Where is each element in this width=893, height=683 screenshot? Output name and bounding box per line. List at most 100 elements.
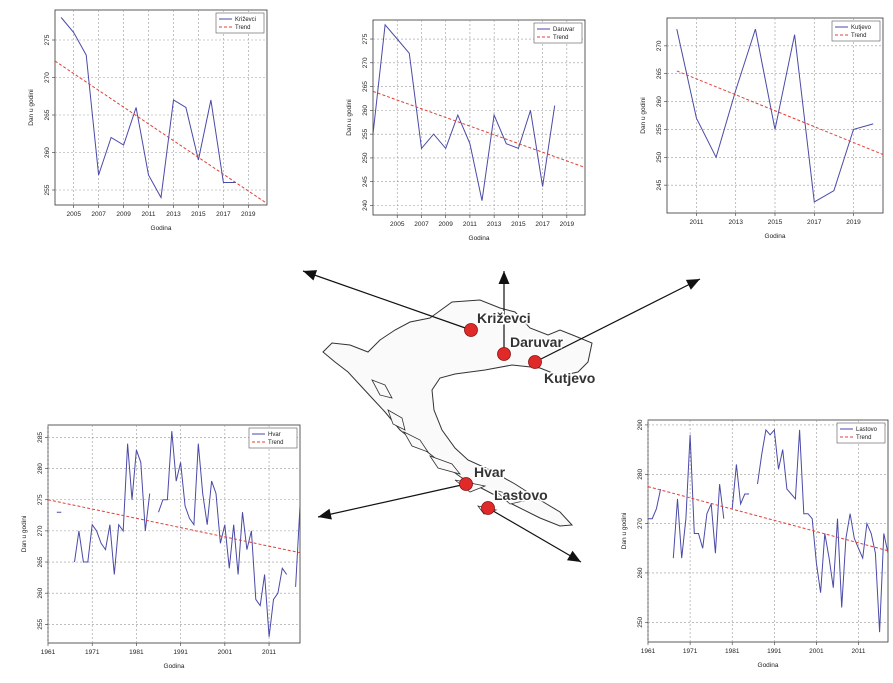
x-tick-label: 2015 [511,221,526,228]
stations: Križevci Daruvar Kutjevo Hvar Lastovo [459,309,597,515]
legend-label: Trend [235,25,250,31]
series-line [373,23,556,201]
y-tick-label: 250 [637,616,644,627]
legend-label: Križevci [235,17,256,23]
y-tick-label: 250 [362,152,369,163]
station-label: Lastovo [494,487,548,503]
x-tick-label: 2001 [809,648,824,655]
series-line [648,428,888,633]
y-tick-label: 250 [656,151,663,162]
legend-label: Trend [553,35,568,41]
station-label: Hvar [474,464,506,480]
y-tick-label: 260 [362,105,369,116]
legend-label: Kutjevo [851,25,872,31]
station-label: Daruvar [510,334,563,350]
x-tick-label: 2011 [262,649,276,656]
x-tick-label: 2019 [241,211,256,218]
y-tick-label: 270 [656,40,663,51]
x-tick-label: 2013 [487,221,502,228]
station-label: Kutjevo [544,370,595,386]
trend-line [55,60,267,204]
y-tick-label: 255 [37,619,44,630]
plot-frame [647,419,889,643]
x-tick-label: 2001 [218,649,233,656]
legend-label: Trend [856,435,871,441]
island-outline [402,431,430,453]
x-axis-title: Godina [164,663,185,670]
y-tick-label: 260 [44,147,51,158]
y-axis-title: Dan u godini [640,97,647,134]
y-tick-label: 290 [637,419,644,430]
arrow-line [317,483,467,518]
island-outline [387,409,406,431]
y-tick-label: 265 [37,556,44,567]
y-tick-label: 265 [44,109,51,120]
legend-box [215,12,265,34]
legend-label: Trend [268,440,283,446]
station-marker [481,501,495,515]
x-tick-label: 2007 [91,211,106,218]
x-tick-label: 1991 [767,648,782,655]
y-tick-label: 260 [637,567,644,578]
island-outline [428,455,462,475]
x-tick-label: 2017 [807,219,822,226]
line-chart: 1961 1971 1981 1991 2001 2011 255 260 265 270 275 2… [21,424,301,670]
x-tick-label: 1981 [725,648,740,655]
arrowhead-icon [685,279,700,290]
trend-line [676,70,883,155]
x-axis-title: Godina [151,225,172,232]
y-tick-label: 255 [656,124,663,135]
line-chart: 1961 1971 1981 1991 2001 2011 250 260 270 280 290 G… [621,419,889,669]
trend-line [648,486,888,552]
y-tick-label: 260 [656,96,663,107]
x-axis-title: Godina [765,233,786,240]
island-outline [371,379,393,399]
legend-box [248,427,298,449]
series-line [56,431,300,637]
x-tick-label: 2011 [142,211,156,218]
station-marker [459,477,473,491]
y-tick-label: 255 [44,184,51,195]
x-tick-label: 2017 [535,221,550,228]
y-tick-label: 285 [37,432,44,443]
y-tick-label: 255 [362,128,369,139]
trend-line [48,499,300,554]
series-line [60,17,236,200]
station-marker [528,355,542,369]
arrowhead-icon [303,270,318,281]
arrowhead-icon [498,271,510,284]
x-tick-label: 2015 [191,211,206,218]
line-chart: 2005 2007 2009 2011 2013 2015 2017 2019 255 260 26… [28,9,268,232]
x-tick-label: 1981 [129,649,144,656]
x-tick-label: 2013 [166,211,181,218]
y-tick-label: 270 [44,72,51,83]
legend-label: Daruvar [553,27,574,33]
x-tick-label: 1971 [683,648,698,655]
y-tick-label: 265 [656,68,663,79]
x-tick-label: 2019 [560,221,575,228]
legend-box [836,422,886,444]
arrows [302,270,701,563]
arrow-line [302,270,472,331]
line-chart: 2011 2013 2015 2017 2019 245 250 255 260 265 270 Go… [640,17,884,240]
x-tick-label: 2005 [390,221,405,228]
island-outline [494,489,530,505]
arrowhead-icon [318,508,332,520]
y-tick-label: 280 [637,468,644,479]
x-tick-label: 1961 [41,649,56,656]
x-tick-label: 1961 [641,648,656,655]
legend-box [831,20,881,42]
y-tick-label: 275 [44,34,51,45]
trend-line [373,90,585,168]
x-tick-label: 2009 [438,221,453,228]
x-tick-label: 1971 [85,649,100,656]
y-tick-label: 265 [362,81,369,92]
x-tick-label: 2015 [768,219,783,226]
x-tick-label: 2007 [414,221,429,228]
y-tick-label: 275 [37,494,44,505]
x-tick-label: 2017 [216,211,231,218]
y-tick-label: 270 [37,525,44,536]
croatia-outline [322,299,593,527]
charts: 2005 2007 2009 2011 2013 2015 2017 2019 255 260 26… [21,9,889,670]
x-tick-label: 2019 [846,219,861,226]
